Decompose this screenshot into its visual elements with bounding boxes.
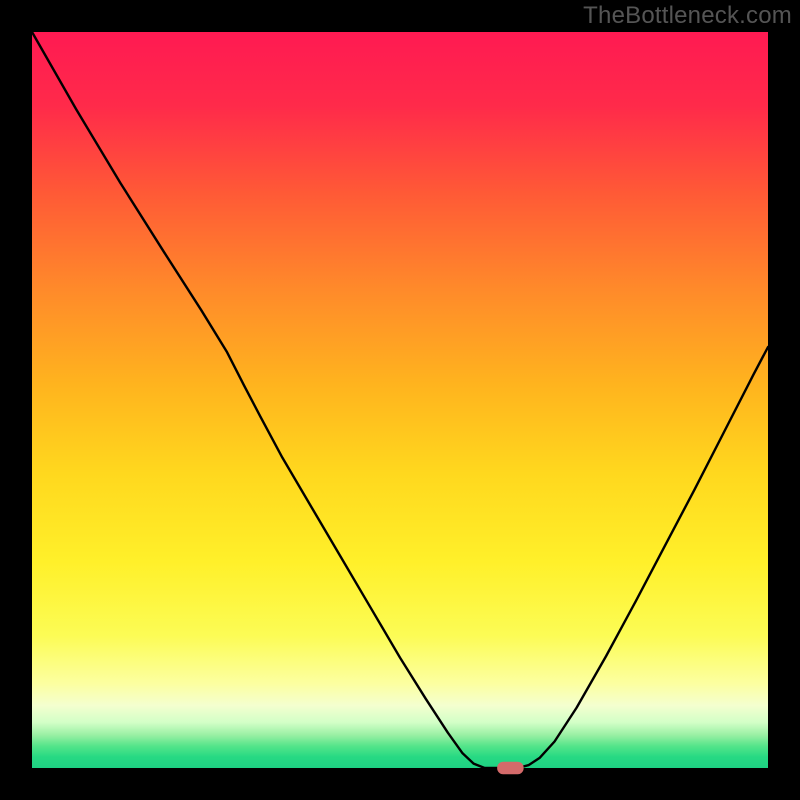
bottleneck-chart [0, 0, 800, 800]
optimum-marker [497, 762, 524, 775]
watermark-text: TheBottleneck.com [583, 2, 792, 30]
